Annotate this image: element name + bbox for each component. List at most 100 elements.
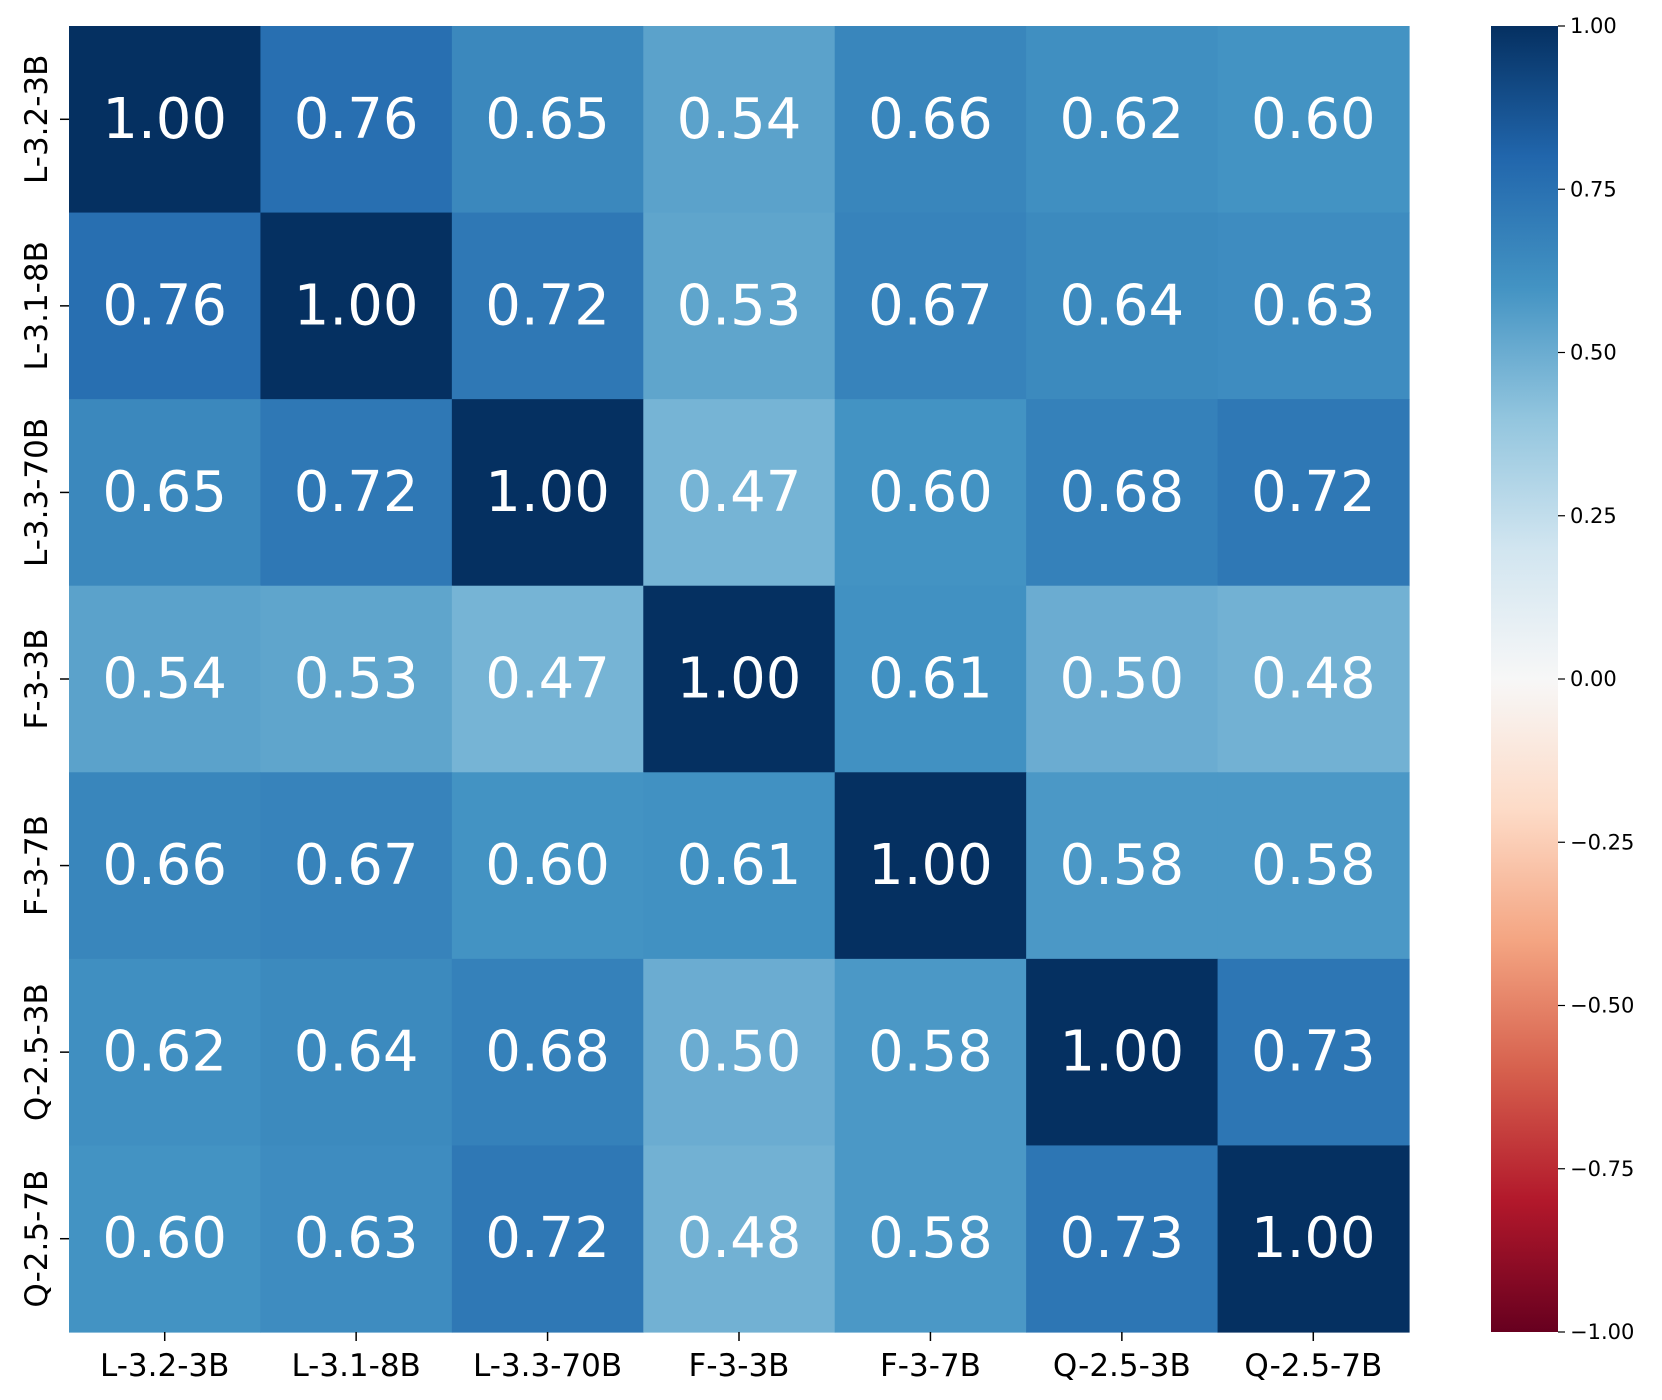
- cell-value-label: 0.63: [1251, 273, 1376, 338]
- cell-value-label: 0.68: [485, 1020, 610, 1085]
- heatmap-cell: [1217, 585, 1410, 773]
- cell-value-label: 0.68: [1060, 460, 1185, 525]
- heatmap-cell: [834, 958, 1027, 1147]
- x-tick-label: L-3.2-3B: [100, 1348, 229, 1384]
- heatmap-cell: [260, 585, 453, 773]
- cell-value-label: 0.72: [485, 273, 610, 338]
- heatmap-cell: [1026, 399, 1219, 587]
- cell-value-label: 0.53: [677, 273, 802, 338]
- heatmap-cell: [643, 1145, 836, 1333]
- cell-value-label: 0.58: [1251, 833, 1376, 898]
- cell-value-label: 1.00: [485, 460, 610, 525]
- heatmap-cell: [451, 585, 644, 773]
- colorbar-tick-label: 0.75: [1570, 177, 1617, 201]
- heatmap-cell: [643, 399, 836, 587]
- heatmap-cell: [1217, 399, 1410, 587]
- colorbar-tick-label: −0.75: [1570, 1157, 1634, 1181]
- cell-value-label: 1.00: [102, 87, 227, 152]
- heatmap-cell: [451, 399, 644, 587]
- cell-value-label: 0.62: [102, 1020, 227, 1085]
- cell-value-label: 0.58: [868, 1020, 993, 1085]
- heatmap-cell: [260, 1145, 453, 1333]
- x-tick-label: L-3.1-8B: [291, 1348, 420, 1384]
- cell-value-label: 1.00: [1060, 1020, 1185, 1085]
- x-tick-label: F-3-3B: [689, 1348, 790, 1384]
- cell-value-label: 1.00: [294, 273, 419, 338]
- colorbar-tick-label: 1.00: [1570, 14, 1617, 38]
- heatmap-cell: [69, 399, 262, 587]
- cell-value-label: 0.54: [677, 87, 802, 152]
- cell-value-label: 0.65: [485, 87, 610, 152]
- heatmap-cell: [643, 26, 836, 214]
- colorbar-tick-label: −0.50: [1570, 994, 1634, 1018]
- y-tick-label: Q-2.5-7B: [19, 1170, 55, 1308]
- cell-value-label: 1.00: [868, 833, 993, 898]
- heatmap-cell: [1026, 772, 1219, 960]
- x-tick-label: Q-2.5-3B: [1053, 1348, 1191, 1384]
- colorbar-tick-label: 0.00: [1570, 667, 1617, 691]
- y-tick-label: L-3.1-8B: [19, 241, 55, 370]
- cell-value-label: 0.54: [102, 647, 227, 712]
- cell-value-label: 0.53: [294, 647, 419, 712]
- cell-value-label: 0.58: [868, 1206, 993, 1271]
- heatmap-cell: [1217, 212, 1410, 400]
- heatmap-cell: [1217, 772, 1410, 960]
- cell-value-label: 1.00: [1251, 1206, 1376, 1271]
- heatmap-cell: [1026, 958, 1219, 1147]
- cell-value-label: 0.66: [868, 87, 993, 152]
- colorbar-tick-label: 0.25: [1570, 504, 1617, 528]
- cell-value-label: 0.50: [677, 1020, 802, 1085]
- cell-value-label: 0.58: [1060, 833, 1185, 898]
- cell-value-label: 0.48: [1251, 647, 1376, 712]
- cell-value-label: 0.76: [294, 87, 419, 152]
- cell-value-label: 0.66: [102, 833, 227, 898]
- heatmap-cell: [69, 772, 262, 960]
- heatmap-cell: [260, 399, 453, 587]
- colorbar-tick-label: 0.50: [1570, 341, 1617, 365]
- cell-value-label: 0.72: [294, 460, 419, 525]
- heatmap-cell: [643, 958, 836, 1147]
- cell-value-label: 0.60: [485, 833, 610, 898]
- x-tick-label: Q-2.5-7B: [1244, 1348, 1382, 1384]
- colorbar-tick-label: −0.25: [1570, 830, 1634, 854]
- y-tick-label: F-3-3B: [19, 629, 55, 730]
- cell-value-label: 0.64: [1060, 273, 1185, 338]
- x-axis: L-3.2-3B L-3.1-8B L-3.3-70B F-3-3B F-3-7B Q-2…: [100, 1332, 1382, 1384]
- cell-value-label: 0.73: [1251, 1020, 1376, 1085]
- heatmap-cell: [451, 26, 644, 214]
- heatmap-cell: [260, 212, 453, 400]
- heatmap-cell: [69, 212, 262, 400]
- cell-value-label: 0.47: [485, 647, 610, 712]
- y-tick-label: F-3-7B: [19, 815, 55, 916]
- colorbar-tick-label: −1.00: [1570, 1320, 1634, 1344]
- heatmap-cell: [260, 772, 453, 960]
- heatmap-cell: [834, 399, 1027, 587]
- heatmap-cell: [260, 958, 453, 1147]
- cell-value-label: 0.65: [102, 460, 227, 525]
- y-tick-label: L-3.2-3B: [19, 55, 55, 184]
- cell-value-label: 0.67: [294, 833, 419, 898]
- y-tick-label: L-3.3-70B: [19, 418, 55, 567]
- heatmap-cell: [643, 585, 836, 773]
- heatmap-cell: [69, 585, 262, 773]
- cell-value-label: 0.61: [677, 833, 802, 898]
- heatmap-cell: [834, 26, 1027, 214]
- cell-value-label: 0.61: [868, 647, 993, 712]
- cell-value-label: 1.00: [677, 647, 802, 712]
- heatmap-cell: [643, 772, 836, 960]
- colorbar: 1.00 0.75 0.50 0.25 0.00 −0.25 −0.50 −0.75 −1.00: [1491, 14, 1634, 1344]
- cell-value-label: 0.50: [1060, 647, 1185, 712]
- cell-value-label: 0.47: [677, 460, 802, 525]
- cell-value-label: 0.76: [102, 273, 227, 338]
- heatmap-cells: [69, 26, 1410, 1333]
- cell-value-label: 0.60: [102, 1206, 227, 1271]
- colorbar-gradient: [1491, 26, 1558, 1332]
- cell-value-label: 0.48: [677, 1206, 802, 1271]
- heatmap-cell: [834, 772, 1027, 960]
- heatmap-cell: [834, 1145, 1027, 1333]
- heatmap-cell: [1026, 212, 1219, 400]
- heatmap-cell: [260, 26, 453, 214]
- y-tick-label: Q-2.5-3B: [19, 983, 55, 1121]
- heatmap-cell: [451, 1145, 644, 1333]
